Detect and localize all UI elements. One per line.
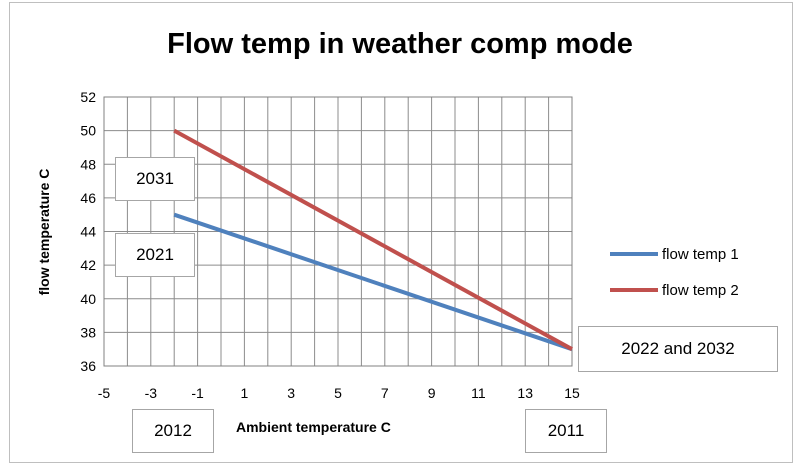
annotation-2021: 2021 <box>115 233 195 277</box>
y-tick-label: 38 <box>80 324 96 340</box>
y-tick-label: 50 <box>80 123 96 139</box>
annotation-2011: 2011 <box>525 409 607 453</box>
y-tick-label: 40 <box>80 291 96 307</box>
y-tick-label: 48 <box>80 156 96 172</box>
y-tick-label: 46 <box>80 190 96 206</box>
x-tick-label: 7 <box>381 385 389 401</box>
x-tick-labels: -5 -3 -1 1 3 5 7 9 11 13 15 <box>98 385 580 401</box>
x-tick-label: 1 <box>241 385 249 401</box>
legend: flow temp 1 flow temp 2 <box>610 236 739 308</box>
y-tick-label: 36 <box>80 358 96 374</box>
annotation-2012: 2012 <box>132 409 214 453</box>
chart-frame <box>9 2 793 463</box>
y-axis-label: flow temperature C <box>36 168 52 296</box>
x-axis-label: Ambient temperature C <box>236 419 391 435</box>
x-tick-label: -1 <box>191 385 204 401</box>
x-tick-label: 5 <box>334 385 342 401</box>
annotation-2031: 2031 <box>115 157 195 201</box>
x-tick-label: 13 <box>517 385 533 401</box>
x-tick-label: 11 <box>471 385 486 401</box>
x-tick-label: -5 <box>98 385 111 401</box>
x-tick-label: 15 <box>564 385 580 401</box>
y-tick-label: 52 <box>80 89 96 105</box>
y-tick-label: 44 <box>80 224 96 240</box>
grid <box>103 96 573 367</box>
legend-label: flow temp 2 <box>662 281 739 299</box>
series-line-1 <box>173 212 573 352</box>
legend-swatch <box>610 252 658 256</box>
x-tick-label: 3 <box>287 385 295 401</box>
legend-label: flow temp 1 <box>662 245 739 263</box>
x-tick-label: -3 <box>145 385 158 401</box>
x-tick-label: 9 <box>428 385 436 401</box>
annotation-2022-and-2032: 2022 and 2032 <box>578 326 778 372</box>
legend-item-flow-temp-1: flow temp 1 <box>610 236 739 272</box>
legend-item-flow-temp-2: flow temp 2 <box>610 272 739 308</box>
plot-border <box>103 96 573 367</box>
y-tick-label: 42 <box>80 257 96 273</box>
chart-title: Flow temp in weather comp mode <box>167 28 633 60</box>
y-tick-labels: 36 38 40 42 44 46 48 50 52 <box>80 89 96 374</box>
legend-swatch <box>610 288 658 292</box>
series-line-2 <box>173 128 573 351</box>
series-lines <box>173 128 573 352</box>
